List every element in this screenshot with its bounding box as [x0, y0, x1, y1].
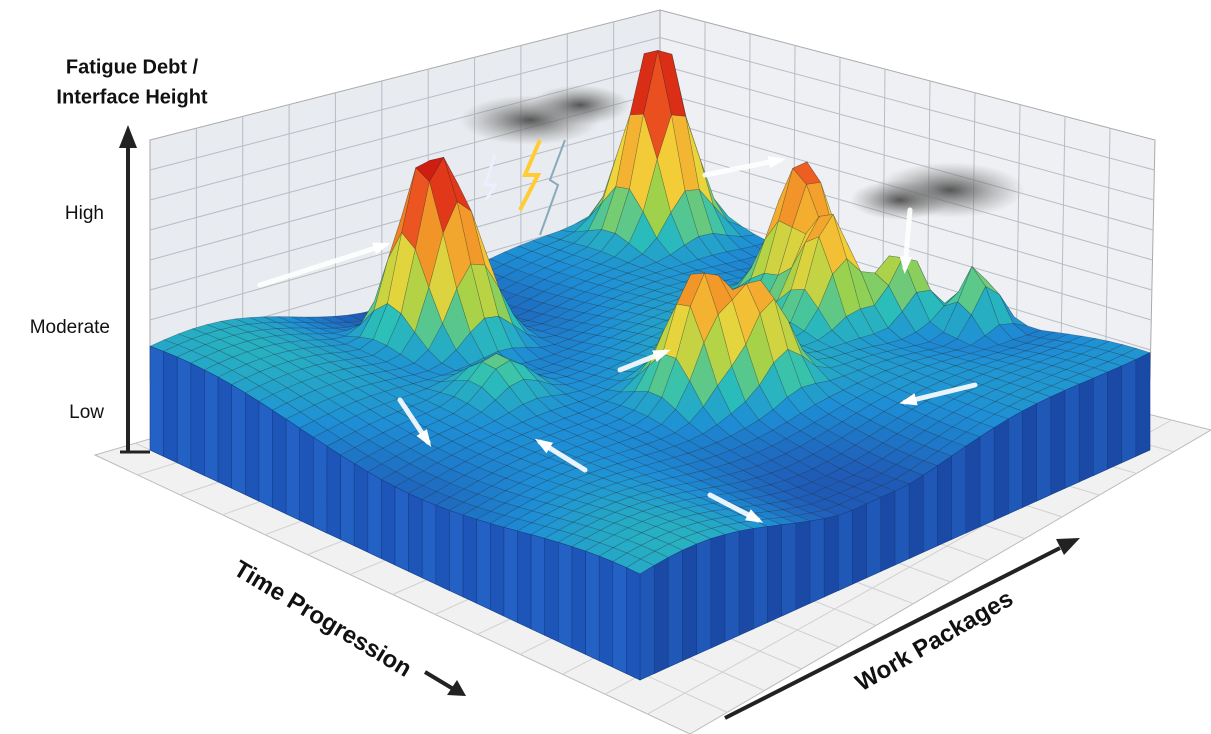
base-side [1108, 366, 1122, 469]
illustration: Fatigue Debt / Interface Height High Mod… [0, 0, 1211, 734]
base-side [368, 472, 382, 559]
base-side [853, 504, 867, 584]
base-side [824, 515, 838, 597]
base-side [711, 535, 725, 649]
time-arrow [425, 672, 455, 690]
base-side [654, 558, 668, 674]
base-side [259, 401, 273, 507]
base-side [782, 523, 796, 616]
base-side [994, 419, 1008, 520]
base-side [558, 542, 572, 648]
base-side [599, 556, 613, 667]
base-side [531, 535, 545, 636]
base-side [232, 385, 246, 495]
base-side [668, 550, 682, 667]
base-side [1051, 390, 1065, 494]
base-side [1122, 360, 1136, 463]
level-label: High [65, 203, 104, 224]
base-side [300, 428, 314, 527]
base-side [286, 419, 300, 520]
base-side [572, 547, 586, 655]
base-side [204, 370, 218, 482]
base-side [1093, 372, 1107, 475]
base-side [518, 531, 532, 629]
base-side [354, 464, 368, 553]
storm-cloud [850, 180, 950, 220]
base-side [436, 505, 450, 590]
base-side [477, 519, 491, 609]
base-side [938, 456, 952, 546]
base-side [867, 497, 881, 577]
axis-title: Interface Height [56, 86, 207, 108]
base-side [313, 437, 327, 533]
base-side [640, 566, 654, 681]
base-side [980, 428, 994, 527]
base-side [381, 480, 395, 566]
base-side [1079, 378, 1093, 482]
base-side [952, 446, 966, 539]
base-side [966, 437, 980, 533]
base-side [895, 484, 909, 565]
base-side [409, 493, 423, 577]
base-side [613, 562, 627, 674]
base-side [463, 515, 477, 603]
base-side [504, 527, 518, 622]
base-side [245, 393, 259, 501]
surface-scene [95, 10, 1211, 734]
level-label: Low [69, 402, 104, 423]
base-side [395, 487, 409, 572]
base-side [768, 525, 782, 623]
base-side [490, 524, 504, 617]
base-side [881, 491, 895, 571]
axis-arrowhead [119, 125, 137, 148]
work-arrowhead [1056, 538, 1080, 555]
base-side [683, 544, 697, 661]
base-side [545, 538, 559, 641]
base-side [810, 519, 824, 604]
base-side [191, 363, 205, 475]
base-side [177, 357, 191, 469]
base-side [164, 351, 178, 462]
base-side [422, 500, 436, 585]
axis-title: Fatigue Debt / [66, 56, 199, 78]
base-side [923, 466, 937, 553]
base-side [1136, 353, 1150, 457]
base-side [327, 446, 341, 539]
base-side [341, 455, 355, 546]
base-side [1065, 384, 1079, 488]
base-side [838, 510, 852, 590]
base-side [796, 521, 810, 610]
base-side [449, 510, 463, 597]
storm-cloud [530, 85, 630, 125]
base-side [1023, 404, 1037, 508]
page: Fatigue Debt / Interface Height High Mod… [0, 0, 1211, 734]
base-side [218, 377, 232, 488]
base-side [1008, 411, 1022, 514]
base-side [150, 346, 164, 456]
base-side [586, 551, 600, 661]
level-label: Moderate [30, 317, 110, 338]
base-side [753, 527, 767, 629]
base-side [697, 539, 711, 655]
base-side [273, 410, 287, 514]
base-side [1037, 397, 1051, 501]
base-side [739, 529, 753, 636]
base-side [626, 568, 640, 680]
base-side [725, 531, 739, 642]
base-side [909, 475, 923, 558]
